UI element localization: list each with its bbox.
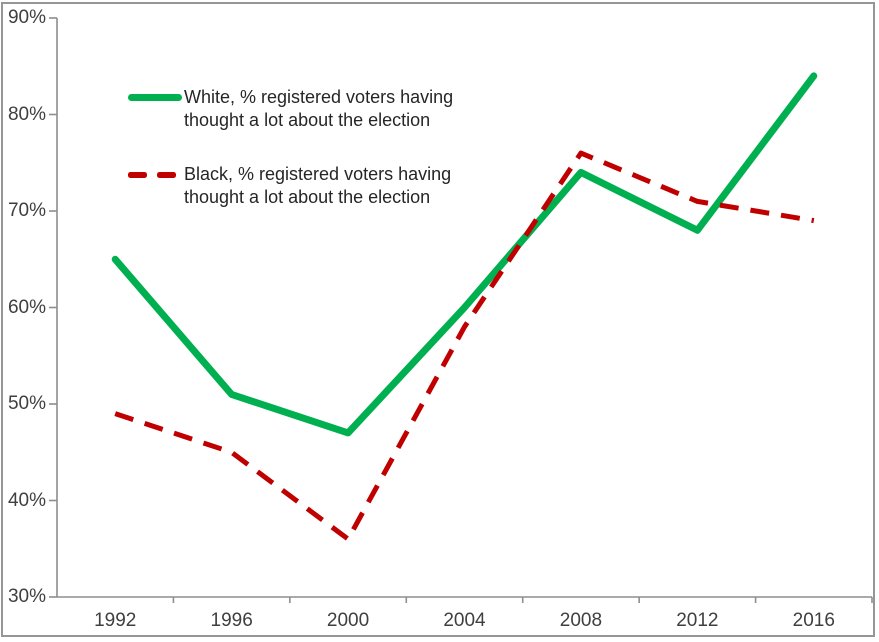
legend-label-white: White, % registered voters having though… <box>184 86 453 132</box>
white-series-swatch <box>128 94 182 101</box>
legend-item-black: Black, % registered voters having though… <box>128 163 453 209</box>
y-axis-label: 90% <box>7 7 46 28</box>
legend-label-white-line1: White, % registered voters having <box>184 87 454 107</box>
legend-label-black-line2: thought a lot about the election <box>184 187 431 207</box>
black-series-line <box>114 150 815 542</box>
x-axis-label: 2004 <box>443 610 486 631</box>
black-series-swatch <box>128 172 184 178</box>
legend-label-black-line1: Black, % registered voters having <box>184 164 452 184</box>
y-axis-label: 40% <box>7 489 46 511</box>
legend-item-white: White, % registered voters having though… <box>128 86 453 132</box>
black-series-swatch-dash <box>157 172 176 178</box>
black-series-swatch-dash <box>128 172 147 178</box>
y-axis-label: 60% <box>7 296 46 318</box>
x-axis-label: 2008 <box>559 610 603 631</box>
x-axis-label: 2016 <box>792 610 835 631</box>
white-series-line <box>111 72 818 437</box>
legend-label-white-line2: thought a lot about the election <box>184 110 431 130</box>
x-axis-label: 1992 <box>94 610 137 631</box>
x-axis-label: 1996 <box>210 610 253 631</box>
y-axis-label: 30% <box>7 586 46 607</box>
black-series-swatch-col <box>128 163 184 209</box>
x-axis-label: 2012 <box>676 610 719 631</box>
white-series-swatch-col <box>128 86 184 132</box>
x-axis-label: 2000 <box>326 610 370 631</box>
y-axis-label: 50% <box>7 393 46 414</box>
y-axis-label: 70% <box>7 200 46 221</box>
legend: White, % registered voters having though… <box>128 86 453 240</box>
y-axis-label: 80% <box>7 103 46 125</box>
legend-label-black: Black, % registered voters having though… <box>184 163 451 209</box>
